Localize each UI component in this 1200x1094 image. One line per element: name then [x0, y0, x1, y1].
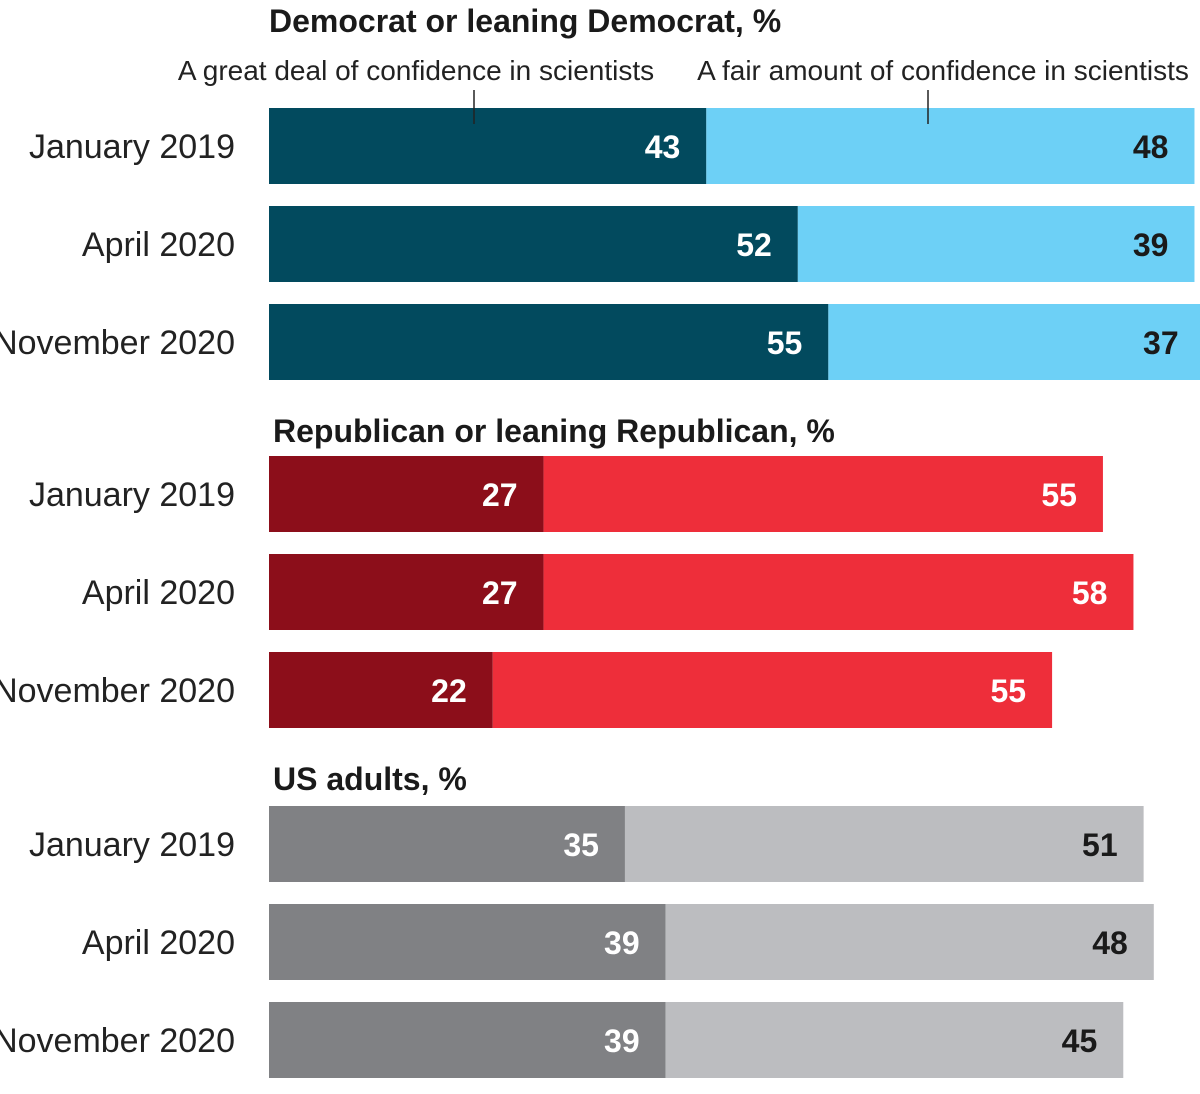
bar-great-deal: [269, 456, 544, 532]
bar-fair-amount: [624, 806, 1144, 882]
bar-great-deal: [269, 904, 666, 980]
bar-great-deal: [269, 206, 798, 282]
bar-row-november-2020: November 2020 22 55: [0, 652, 1053, 728]
bar-row-january-2019: January 2019 43 48: [29, 108, 1195, 184]
panel-1: Democrat or leaning Democrat, % January 2…: [0, 3, 1200, 380]
bar-great-deal: [269, 652, 493, 728]
bar-row-april-2020: April 2020 39 48: [82, 904, 1154, 980]
bar-fair-amount: [706, 108, 1195, 184]
value-label-great-deal: 22: [431, 673, 467, 709]
bar-row-november-2020: November 2020 55 37: [0, 304, 1200, 380]
row-label: November 2020: [0, 1022, 235, 1060]
bar-great-deal: [269, 304, 829, 380]
bar-great-deal: [269, 554, 544, 630]
bar-fair-amount: [665, 904, 1154, 980]
bar-fair-amount: [665, 1002, 1124, 1078]
panel-title: Democrat or leaning Democrat, %: [269, 3, 781, 39]
bar-row-november-2020: November 2020 39 45: [0, 1002, 1124, 1078]
row-label: November 2020: [0, 672, 235, 710]
value-label-fair-amount: 55: [1041, 477, 1077, 513]
bar-fair-amount: [543, 554, 1134, 630]
value-label-fair-amount: 48: [1092, 925, 1128, 961]
bar-fair-amount: [797, 206, 1195, 282]
value-label-great-deal: 52: [736, 227, 772, 263]
value-label-fair-amount: 55: [990, 673, 1026, 709]
panel-3: US adults, % January 2019 35 51 April 2020 39…: [0, 761, 1154, 1078]
value-label-great-deal: 39: [604, 925, 640, 961]
value-label-great-deal: 55: [767, 325, 803, 361]
value-label-fair-amount: 45: [1062, 1023, 1098, 1059]
bar-row-april-2020: April 2020 52 39: [82, 206, 1195, 282]
row-label: January 2019: [29, 826, 235, 864]
value-label-fair-amount: 51: [1082, 827, 1118, 863]
bar-fair-amount: [828, 304, 1200, 380]
value-label-fair-amount: 48: [1133, 129, 1169, 165]
row-label: April 2020: [82, 924, 235, 962]
panel-title: US adults, %: [273, 761, 467, 797]
value-label-great-deal: 43: [645, 129, 681, 165]
value-label-fair-amount: 39: [1133, 227, 1169, 263]
row-label: April 2020: [82, 574, 235, 612]
bar-fair-amount: [492, 652, 1053, 728]
value-label-great-deal: 35: [563, 827, 599, 863]
bar-great-deal: [269, 806, 625, 882]
row-label: November 2020: [0, 324, 235, 362]
bar-great-deal: [269, 1002, 666, 1078]
panel-title: Republican or leaning Republican, %: [273, 413, 835, 449]
bar-row-april-2020: April 2020 27 58: [82, 554, 1134, 630]
row-label: April 2020: [82, 226, 235, 264]
bar-row-january-2019: January 2019 27 55: [29, 456, 1103, 532]
bar-great-deal: [269, 108, 707, 184]
value-label-great-deal: 39: [604, 1023, 640, 1059]
value-label-great-deal: 27: [482, 575, 518, 611]
bar-fair-amount: [543, 456, 1103, 532]
value-label-fair-amount: 37: [1143, 325, 1179, 361]
row-label: January 2019: [29, 128, 235, 166]
bar-row-january-2019: January 2019 35 51: [29, 806, 1144, 882]
legend-great-deal: A great deal of confidence in scientists: [178, 55, 654, 86]
row-label: January 2019: [29, 476, 235, 514]
value-label-fair-amount: 58: [1072, 575, 1108, 611]
value-label-great-deal: 27: [482, 477, 518, 513]
legend-fair-amount: A fair amount of confidence in scientist…: [697, 55, 1189, 86]
panel-2: Republican or leaning Republican, % Janua…: [0, 413, 1134, 728]
